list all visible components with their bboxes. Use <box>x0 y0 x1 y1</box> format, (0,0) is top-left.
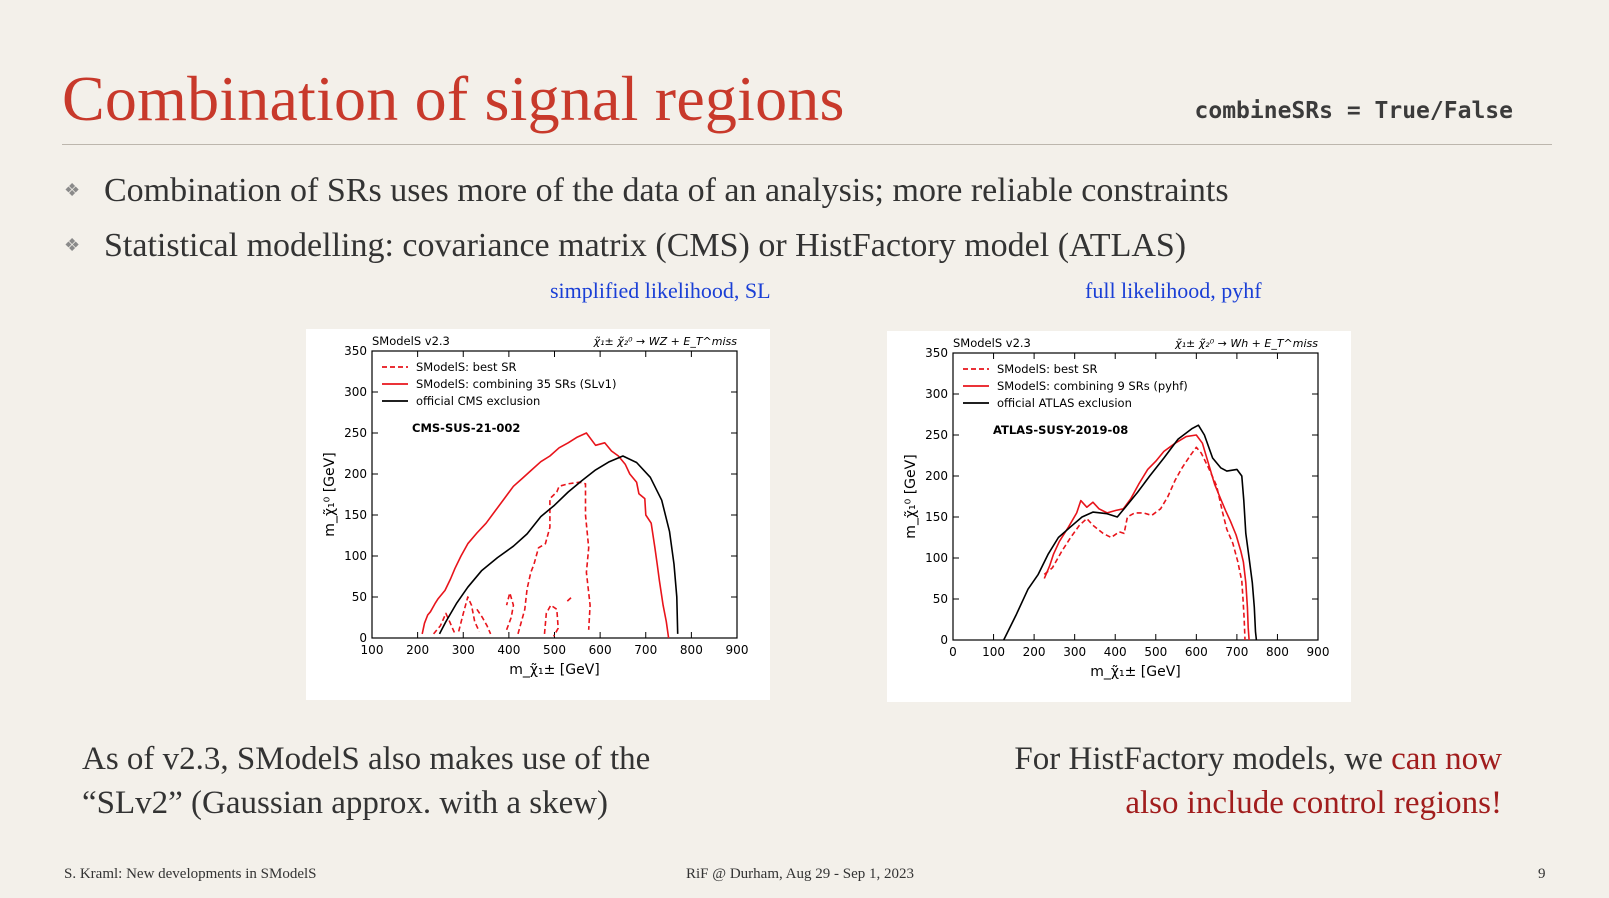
left-plot-label: simplified likelihood, SL <box>550 278 771 303</box>
legend-entry: SModelS: best SR <box>997 362 1097 376</box>
y-axis-label: m_χ̃₁⁰ [GeV] <box>903 454 919 538</box>
y-tick-label: 50 <box>933 592 948 606</box>
footer-author: S. Kraml: New developments in SModelS <box>64 866 317 882</box>
analysis-label: ATLAS-SUSY-2019-08 <box>993 423 1128 437</box>
x-axis-label: m_χ̃₁± [GeV] <box>1090 664 1180 680</box>
series-line <box>476 608 492 635</box>
analysis-label: CMS-SUS-21-002 <box>412 421 520 435</box>
code-snippet: combineSRs = True/False <box>1194 98 1514 124</box>
x-tick-label: 800 <box>1266 645 1289 659</box>
x-tick-label: 600 <box>1185 645 1208 659</box>
atlas-exclusion-plot: 0 100 200 300 400 500 600 700 800 900 0 50 100 150 200… <box>887 331 1351 702</box>
process-label: χ̃₁± χ̃₂⁰ → Wh + E_T^miss <box>1174 337 1318 350</box>
process-label: χ̃₁± χ̃₂⁰ → WZ + E_T^miss <box>593 335 738 348</box>
legend-entry: SModelS: combining 9 SRs (pyhf) <box>997 379 1188 393</box>
caption-left: As of v2.3, SModelS also makes use of th… <box>82 737 650 825</box>
version-label: SModelS v2.3 <box>953 336 1031 350</box>
bullet-item: ❖ Statistical modelling: covariance matr… <box>64 227 1229 282</box>
y-tick-label: 200 <box>344 467 367 481</box>
legend-entry: official ATLAS exclusion <box>997 396 1132 410</box>
y-axis-label: m_χ̃₁⁰ [GeV] <box>322 452 338 536</box>
y-tick-label: 350 <box>344 344 367 358</box>
caption-right: For HistFactory models, we can now also … <box>1014 737 1502 825</box>
caption-left-line1: As of v2.3, SModelS also makes use of th… <box>82 741 651 777</box>
series-line <box>543 604 559 637</box>
title-divider <box>62 144 1552 145</box>
y-tick-label: 300 <box>925 387 948 401</box>
x-tick-label: 800 <box>680 643 703 657</box>
bullet-item: ❖ Combination of SRs uses more of the da… <box>64 172 1229 227</box>
x-tick-label: 300 <box>1063 645 1086 659</box>
series-line <box>1043 434 1250 641</box>
right-plot-label: full likelihood, pyhf <box>1085 278 1262 303</box>
x-axis-label: m_χ̃₁± [GeV] <box>509 662 599 678</box>
series-line <box>438 455 679 635</box>
y-tick-label: 100 <box>344 549 367 563</box>
legend-entry: SModelS: best SR <box>416 360 516 374</box>
slide-title: Combination of signal regions <box>62 63 845 134</box>
y-tick-label: 0 <box>359 631 367 645</box>
x-tick-label: 200 <box>1023 645 1046 659</box>
x-tick-label: 400 <box>1104 645 1127 659</box>
y-tick-label: 100 <box>925 551 948 565</box>
x-tick-label: 0 <box>949 645 957 659</box>
x-tick-label: 700 <box>1225 645 1248 659</box>
caption-right-highlight-2: also include control regions! <box>1125 785 1502 821</box>
x-tick-label: 700 <box>634 643 657 657</box>
y-tick-label: 150 <box>925 510 948 524</box>
y-tick-label: 0 <box>940 633 948 647</box>
series-line <box>517 481 591 635</box>
x-tick-label: 100 <box>361 643 384 657</box>
page-number: 9 <box>1538 866 1546 882</box>
y-tick-label: 250 <box>344 426 367 440</box>
y-tick-label: 50 <box>352 590 367 604</box>
legend-entry: official CMS exclusion <box>416 394 540 408</box>
x-tick-label: 600 <box>589 643 612 657</box>
caption-right-text: For HistFactory models, we <box>1014 741 1392 777</box>
x-tick-label: 500 <box>1144 645 1167 659</box>
series-line <box>566 596 573 602</box>
diamond-bullet-icon: ❖ <box>64 235 81 255</box>
series-line <box>1002 424 1258 641</box>
y-tick-label: 350 <box>925 346 948 360</box>
footer-event: RiF @ Durham, Aug 29 - Sep 1, 2023 <box>686 866 914 882</box>
y-tick-label: 150 <box>344 508 367 522</box>
series-line <box>421 432 670 639</box>
bullet-text: Statistical modelling: covariance matrix… <box>104 227 1187 264</box>
version-label: SModelS v2.3 <box>372 334 450 348</box>
cms-exclusion-chart: 100 200 300 400 500 600 700 800 900 0 50 100 150 200 2… <box>322 334 749 678</box>
caption-right-highlight-1: can now <box>1391 741 1502 777</box>
cms-exclusion-plot: 100 200 300 400 500 600 700 800 900 0 50 100 150 200 2… <box>306 329 770 700</box>
y-tick-label: 300 <box>344 385 367 399</box>
x-tick-label: 100 <box>982 645 1005 659</box>
series-line <box>1043 446 1246 641</box>
atlas-exclusion-chart: 0 100 200 300 400 500 600 700 800 900 0 50 100 150 200… <box>903 336 1330 680</box>
bullet-text: Combination of SRs uses more of the data… <box>104 172 1229 209</box>
x-tick-label: 400 <box>497 643 520 657</box>
caption-left-line2: “SLv2” (Gaussian approx. with a skew) <box>82 785 609 821</box>
x-tick-label: 900 <box>1307 645 1330 659</box>
diamond-bullet-icon: ❖ <box>64 180 81 200</box>
plot-frame <box>952 352 1319 641</box>
x-tick-label: 300 <box>452 643 475 657</box>
x-tick-label: 500 <box>543 643 566 657</box>
legend-entry: SModelS: combining 35 SRs (SLv1) <box>416 377 616 391</box>
series-line <box>457 596 480 632</box>
bullet-list: ❖ Combination of SRs uses more of the da… <box>64 172 1229 282</box>
y-tick-label: 200 <box>925 469 948 483</box>
series-line <box>505 592 515 631</box>
series-line <box>432 612 456 635</box>
x-tick-label: 900 <box>726 643 749 657</box>
x-tick-label: 200 <box>406 643 429 657</box>
y-tick-label: 250 <box>925 428 948 442</box>
